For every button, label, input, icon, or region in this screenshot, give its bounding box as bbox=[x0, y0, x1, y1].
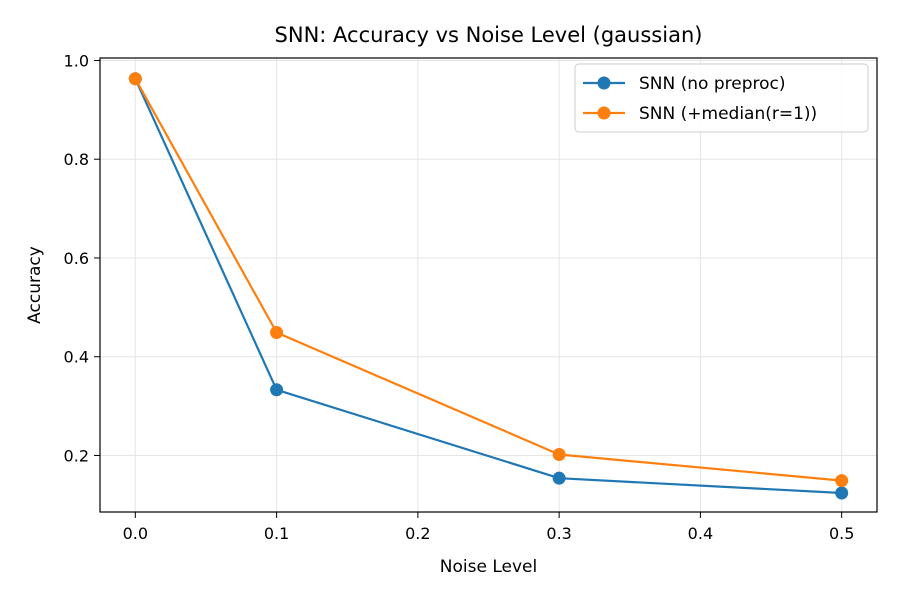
x-tick-label: 0.2 bbox=[405, 524, 430, 543]
x-tick-label: 0.3 bbox=[546, 524, 571, 543]
data-point bbox=[270, 326, 284, 340]
legend: SNN (no preproc) SNN (+median(r=1)) bbox=[574, 63, 869, 133]
data-point bbox=[552, 471, 566, 485]
data-point bbox=[270, 383, 284, 397]
data-point bbox=[835, 486, 849, 500]
legend-item: SNN (no preproc) bbox=[583, 74, 786, 94]
y-tick-label: 0.8 bbox=[64, 150, 89, 169]
grid bbox=[100, 58, 877, 512]
y-tick-label: 0.4 bbox=[64, 348, 89, 367]
plot-frame bbox=[99, 57, 878, 513]
data-point bbox=[128, 72, 142, 86]
chart-title: SNN: Accuracy vs Noise Level (gaussian) bbox=[275, 23, 703, 47]
legend-label: SNN (+median(r=1)) bbox=[639, 104, 817, 124]
y-tick-label: 0.6 bbox=[64, 249, 89, 268]
y-tick-label: 0.2 bbox=[64, 446, 89, 465]
series-2 bbox=[128, 72, 849, 488]
series-line bbox=[134, 78, 842, 482]
y-axis-label: Accuracy bbox=[25, 246, 45, 324]
ticks: 0.0 0.1 0.2 0.3 0.4 0.5 0.2 0.4 0.6 0.8 1.0 bbox=[64, 51, 855, 543]
legend-label: SNN (no preproc) bbox=[639, 74, 786, 94]
series-line bbox=[134, 78, 842, 495]
x-axis-label: Noise Level bbox=[440, 557, 537, 577]
series-layer bbox=[128, 72, 849, 500]
legend-marker bbox=[597, 76, 611, 90]
legend-box bbox=[574, 63, 869, 133]
x-tick-label: 0.5 bbox=[829, 524, 854, 543]
legend-item: SNN (+median(r=1)) bbox=[583, 104, 817, 124]
x-tick-label: 0.4 bbox=[688, 524, 713, 543]
data-point bbox=[835, 474, 849, 488]
x-tick-label: 0.0 bbox=[123, 524, 148, 543]
data-point bbox=[552, 447, 566, 461]
legend-marker bbox=[597, 106, 611, 120]
y-tick-label: 1.0 bbox=[64, 51, 89, 70]
x-tick-label: 0.1 bbox=[264, 524, 289, 543]
